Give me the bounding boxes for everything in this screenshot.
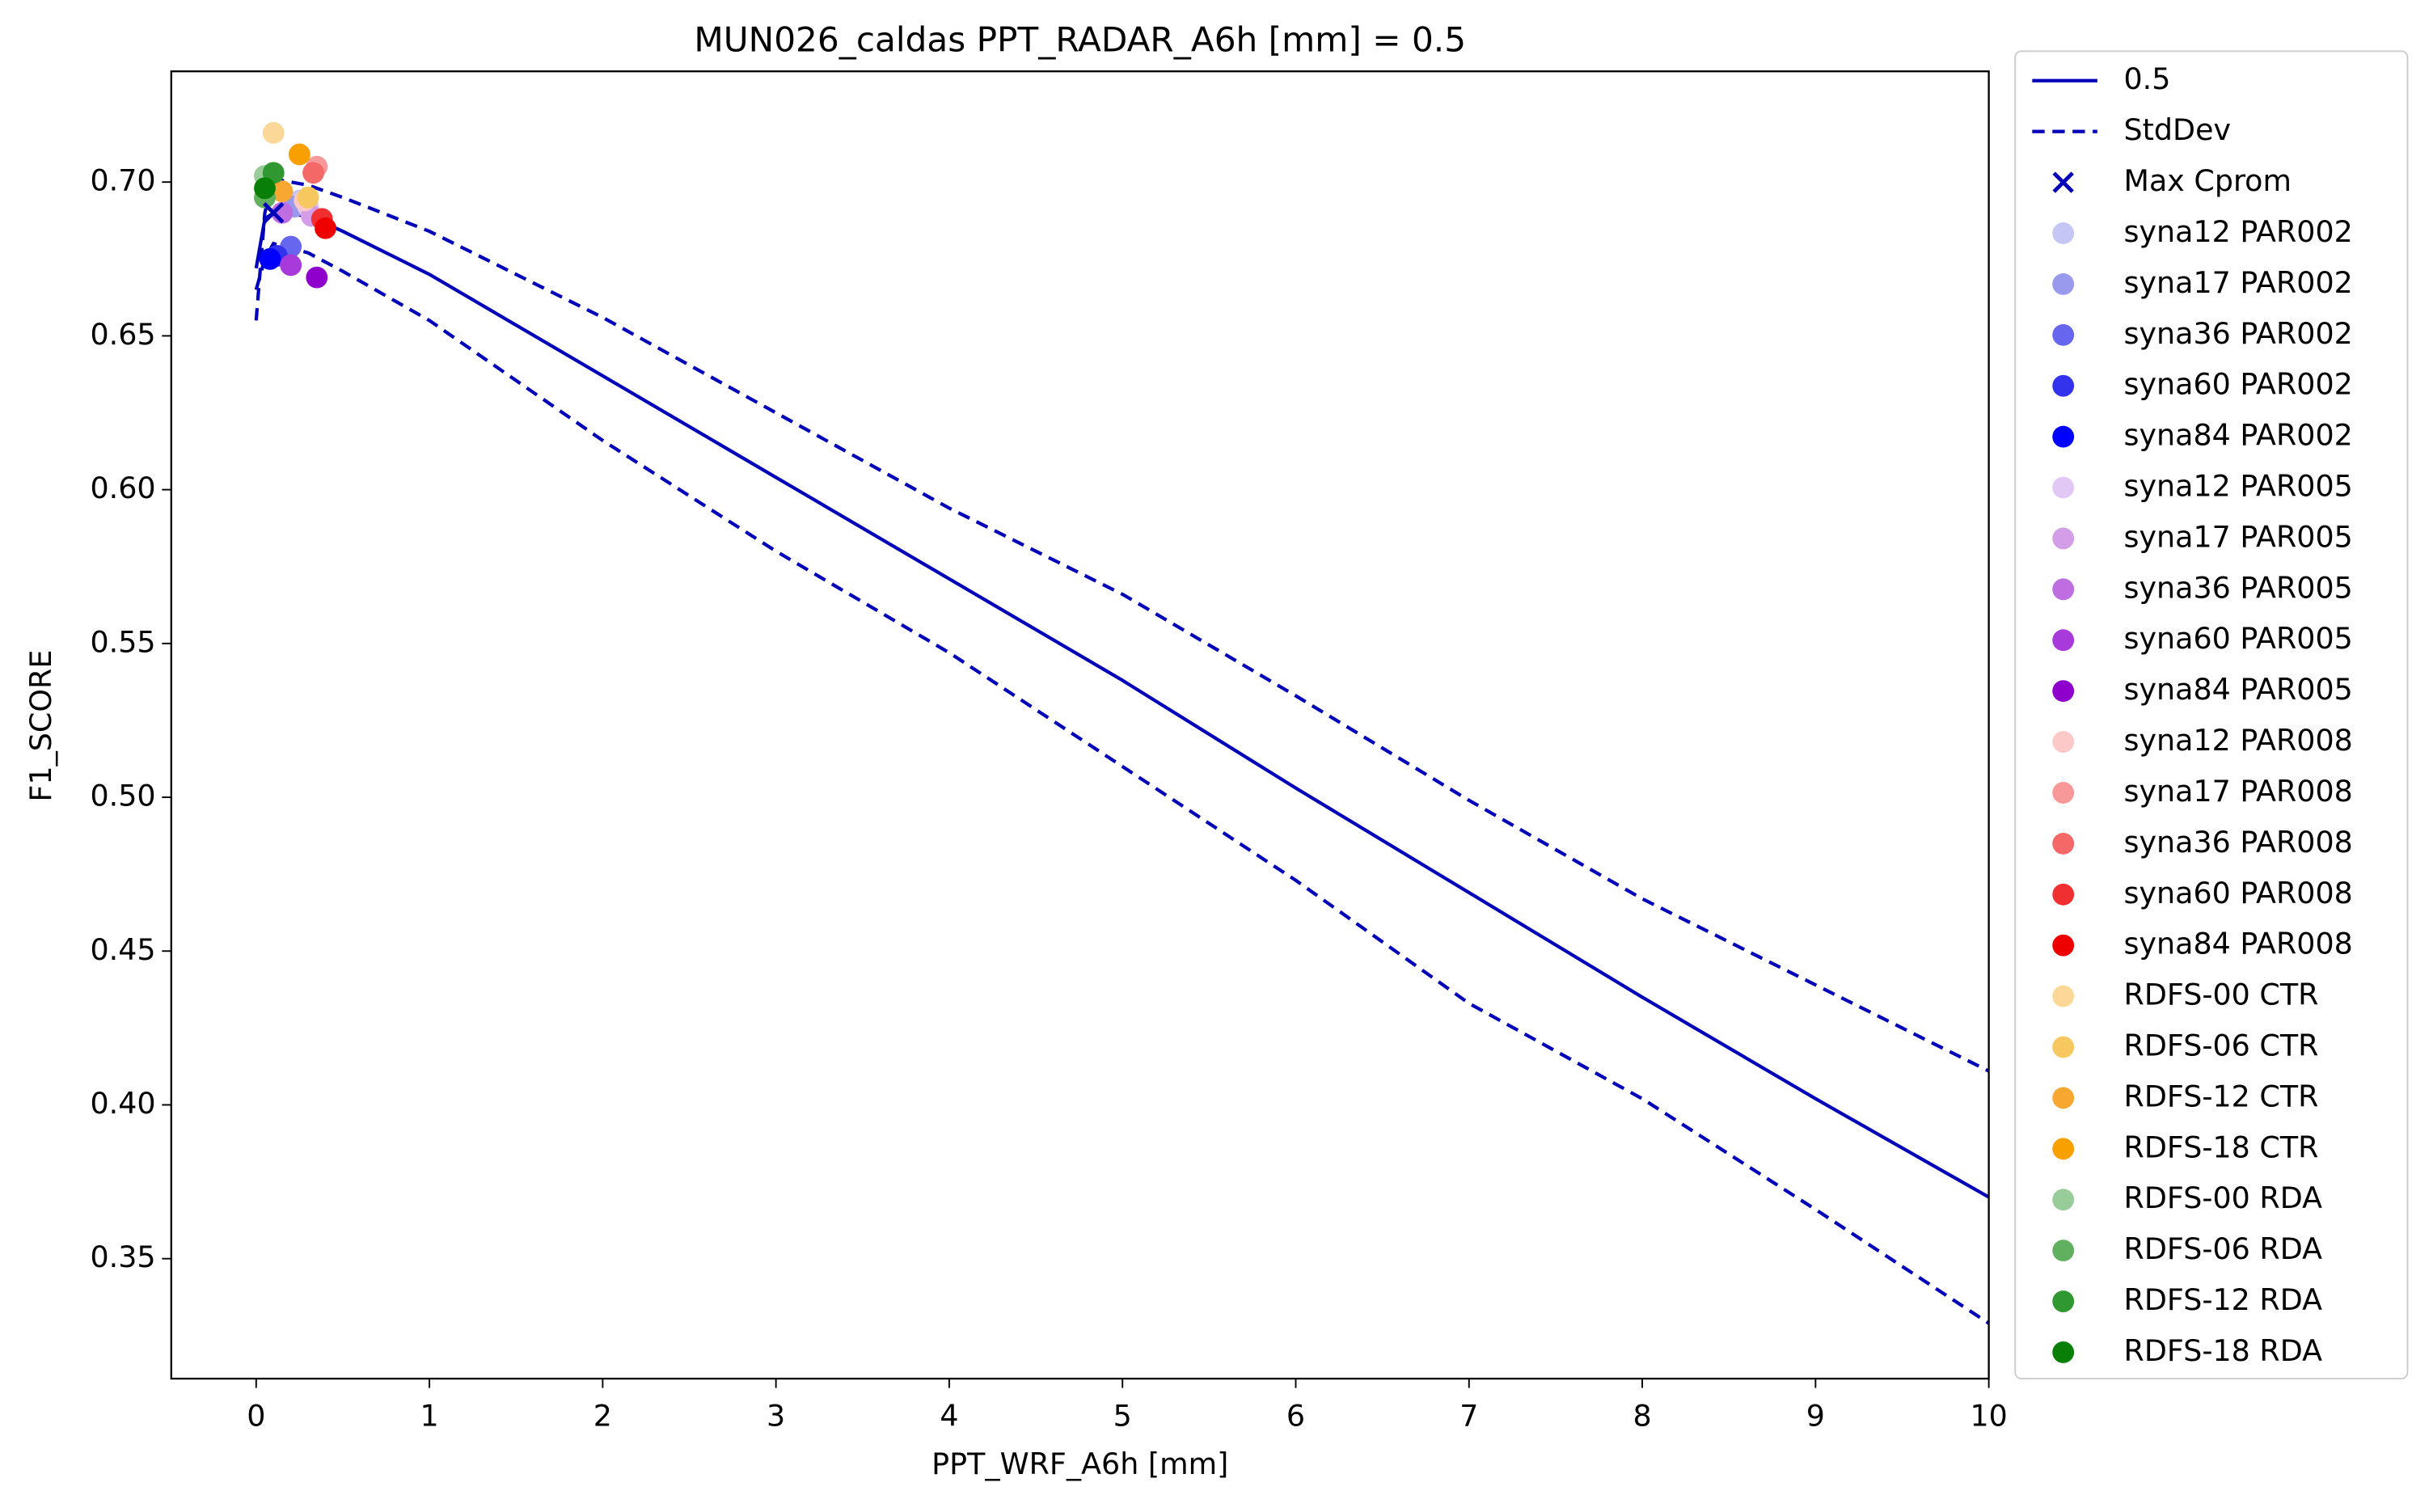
x-tick-label: 4	[940, 1399, 958, 1434]
y-tick-label: 0.35	[90, 1240, 155, 1274]
chart-title: MUN026_caldas PPT_RADAR_A6h [mm] = 0.5	[694, 19, 1466, 59]
legend-marker	[2052, 883, 2075, 906]
legend-label: syna84 PAR002	[2124, 418, 2353, 453]
legend-label: RDFS-00 CTR	[2124, 978, 2319, 1012]
legend-label: StdDev	[2124, 112, 2232, 147]
max-marker	[263, 202, 285, 224]
legend-marker	[2052, 476, 2075, 499]
x-axis-label: PPT_WRF_A6h [mm]	[931, 1447, 1228, 1481]
scatter-point	[280, 254, 302, 277]
legend-label: syna60 PAR002	[2124, 367, 2353, 402]
x-tick-label: 1	[420, 1399, 438, 1434]
plot-frame	[170, 70, 1990, 1380]
legend-label: syna12 PAR008	[2124, 723, 2353, 758]
y-tick-label: 0.55	[90, 624, 155, 659]
scatter-point	[306, 266, 328, 289]
legend-label: syna17 PAR002	[2124, 265, 2353, 300]
legend-label: syna84 PAR008	[2124, 927, 2353, 961]
line-series	[254, 211, 1990, 1199]
legend-marker	[2052, 374, 2075, 397]
legend-marker	[2052, 680, 2075, 703]
scatter-point	[302, 162, 324, 184]
x-tick-label: 2	[593, 1399, 612, 1434]
scatter-point	[254, 177, 276, 200]
legend-marker	[2052, 1036, 2075, 1058]
legend-label: syna36 PAR005	[2124, 570, 2353, 605]
legend-label: 0.5	[2124, 61, 2171, 96]
legend-marker	[2052, 1138, 2075, 1160]
legend-marker	[2052, 1341, 2075, 1363]
x-tick-label: 8	[1633, 1399, 1651, 1434]
legend-marker	[2052, 425, 2075, 448]
legend-label: RDFS-12 CTR	[2124, 1079, 2319, 1113]
legend-marker	[2052, 272, 2075, 295]
legend-marker	[2052, 782, 2075, 804]
legend-marker	[2052, 1087, 2075, 1109]
legend-marker	[2052, 832, 2075, 855]
legend-marker	[2052, 629, 2075, 652]
y-tick-label: 0.50	[90, 779, 155, 813]
x-tick-label: 7	[1459, 1399, 1478, 1434]
scatter-point	[262, 121, 285, 144]
legend-label: syna17 PAR008	[2124, 774, 2353, 809]
legend-label: Max Cprom	[2124, 163, 2291, 198]
legend-marker	[2052, 1290, 2075, 1312]
x-tick-label: 10	[1970, 1399, 2007, 1434]
y-tick-label: 0.65	[90, 317, 155, 352]
legend-label: RDFS-18 RDA	[2124, 1333, 2323, 1368]
y-axis-label: F1_SCORE	[23, 650, 58, 802]
legend-marker	[2052, 1189, 2075, 1211]
legend-label: RDFS-00 RDA	[2124, 1180, 2323, 1215]
x-tick-label: 9	[1806, 1399, 1825, 1434]
legend-label: syna17 PAR005	[2124, 519, 2353, 554]
y-tick-label: 0.60	[90, 471, 155, 505]
scatter-point	[288, 143, 310, 166]
legend-marker	[2052, 985, 2075, 1007]
legend-marker	[2052, 323, 2075, 346]
y-tick-label: 0.70	[90, 163, 155, 198]
legend-label: RDFS-06 RDA	[2124, 1231, 2323, 1266]
legend-label: syna60 PAR005	[2124, 621, 2353, 656]
legend-marker	[2052, 222, 2075, 244]
legend-label: RDFS-12 RDA	[2124, 1282, 2323, 1317]
legend-label: syna12 PAR005	[2124, 469, 2353, 504]
x-tick-label: 0	[247, 1399, 265, 1434]
x-tick-label: 6	[1286, 1399, 1305, 1434]
x-tick-label: 5	[1113, 1399, 1132, 1434]
legend-label: RDFS-18 CTR	[2124, 1130, 2319, 1164]
legend-marker	[2052, 934, 2075, 957]
x-tick-label: 3	[767, 1399, 785, 1434]
legend-marker	[2052, 578, 2075, 601]
legend-marker	[2052, 171, 2074, 193]
line-series	[254, 176, 1990, 1073]
legend-label: syna60 PAR008	[2124, 876, 2353, 910]
line-series	[254, 241, 1990, 1325]
y-tick-label: 0.40	[90, 1086, 155, 1121]
legend-marker	[2052, 527, 2075, 550]
scatter-point	[259, 247, 281, 270]
legend-label: RDFS-06 CTR	[2124, 1028, 2319, 1062]
scatter-point	[315, 217, 336, 239]
y-tick-label: 0.45	[90, 932, 155, 967]
legend-label: syna36 PAR008	[2124, 825, 2353, 859]
legend-marker	[2052, 1240, 2075, 1262]
legend-label: syna36 PAR002	[2124, 316, 2353, 351]
legend-label: syna84 PAR005	[2124, 672, 2353, 707]
scatter-point	[297, 186, 319, 209]
legend-marker	[2052, 731, 2075, 753]
legend-box	[2014, 50, 2409, 1380]
scatter-point	[271, 180, 294, 203]
legend-label: syna12 PAR002	[2124, 214, 2353, 249]
